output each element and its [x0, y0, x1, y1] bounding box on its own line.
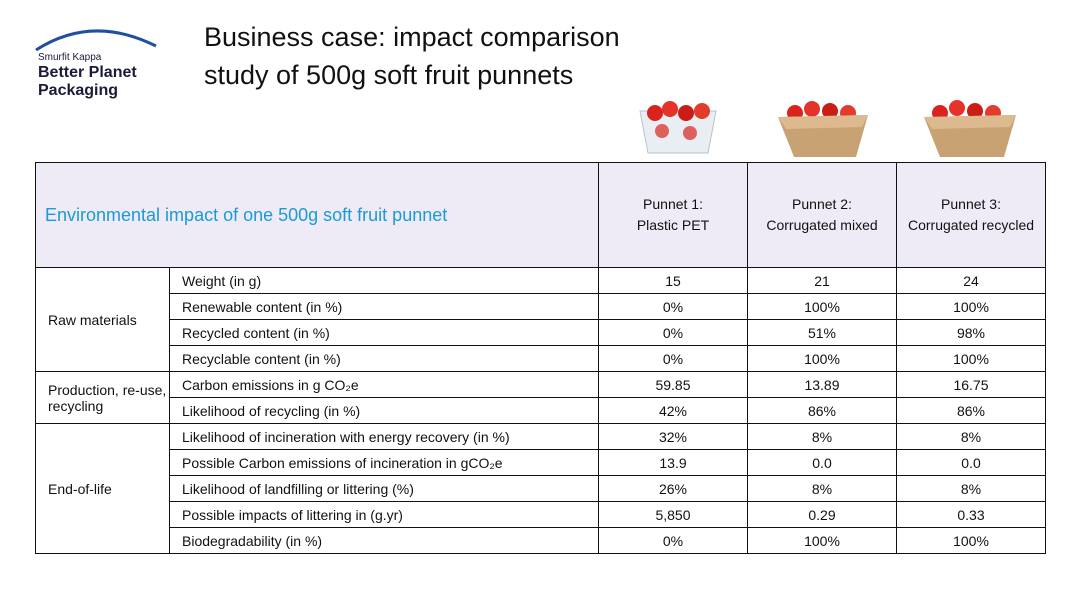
metric-label: Recyclable content (in %): [169, 345, 599, 372]
logo: Smurfit Kappa Better Planet Packaging: [30, 22, 170, 102]
column-header-line: Punnet 3:: [941, 196, 1001, 212]
logo-brand: Smurfit Kappa: [38, 52, 102, 63]
plastic-punnet: [639, 101, 717, 154]
data-row: Possible impacts of littering in (g.yr) 5…: [36, 501, 1046, 528]
column-header: Punnet 1: Plastic PET: [598, 162, 748, 268]
metric-label: Possible impacts of littering in (g.yr): [169, 501, 599, 528]
value-cell: 13.9: [598, 449, 748, 476]
value-cell: 100%: [747, 293, 897, 320]
group-label: End-of-life: [35, 423, 170, 554]
data-row: Likelihood of landfilling or littering (…: [36, 475, 1046, 502]
group-label: Production, re-use, recycling: [35, 371, 170, 424]
metric-label: Renewable content (in %): [169, 293, 599, 320]
title: Business case: impact comparison study o…: [204, 18, 620, 94]
metric-label: Biodegradability (in %): [169, 527, 599, 554]
value-cell: 24: [896, 267, 1046, 294]
data-row: Raw materials Weight (in g) 15 21 24: [35, 267, 1046, 372]
metric-label: Recycled content (in %): [169, 319, 599, 346]
value-cell: 100%: [896, 527, 1046, 554]
value-cell: 86%: [896, 397, 1046, 424]
value-cell: 26%: [598, 475, 748, 502]
logo-line: Packaging: [38, 82, 119, 99]
value-cell: 98%: [896, 319, 1046, 346]
value-cell: 0.29: [747, 501, 897, 528]
value-cell: 0%: [598, 319, 748, 346]
data-row: Renewable content (in %) 0% 100% 100%: [36, 293, 1046, 320]
metric-label: Carbon emissions in g CO₂e: [169, 371, 599, 398]
header-row: Environmental impact of one 500g soft fr…: [35, 162, 1046, 268]
column-header-line: Corrugated mixed: [766, 217, 878, 233]
value-cell: 86%: [747, 397, 897, 424]
group-label: Raw materials: [35, 267, 170, 372]
data-row: End-of-life Likelihood of incineration wi…: [35, 423, 1046, 554]
metric-label: Likelihood of landfilling or littering (…: [169, 475, 599, 502]
value-cell: 0%: [598, 345, 748, 372]
value-cell: 100%: [747, 527, 897, 554]
value-cell: 42%: [598, 397, 748, 424]
impact-table: Environmental impact of one 500g soft fr…: [35, 162, 1046, 554]
metric-label: Possible Carbon emissions of incineratio…: [169, 449, 599, 476]
data-row: Likelihood of recycling (in %) 42% 86% 86%: [36, 397, 1046, 424]
corrugated-punnet: [778, 101, 868, 157]
column-header-line: Corrugated recycled: [907, 217, 1035, 233]
value-cell: 0%: [598, 527, 748, 554]
logo-line: Better Planet: [38, 64, 137, 81]
table-caption: Environmental impact of one 500g soft fr…: [35, 162, 599, 268]
column-header-line: Punnet 1:: [643, 196, 703, 212]
value-cell: 100%: [896, 345, 1046, 372]
value-cell: 8%: [747, 423, 897, 450]
data-row: Production, re-use, recycling Carbon emis…: [35, 371, 1046, 424]
logo-arc: [35, 29, 157, 52]
data-row: Possible Carbon emissions of incineratio…: [36, 449, 1046, 476]
value-cell: 0.0: [747, 449, 897, 476]
column-header: Punnet 2: Corrugated mixed: [747, 162, 897, 268]
value-cell: 8%: [896, 475, 1046, 502]
value-cell: 0.33: [896, 501, 1046, 528]
value-cell: 5,850: [598, 501, 748, 528]
corrugated-punnet: [924, 100, 1016, 157]
value-cell: 32%: [598, 423, 748, 450]
value-cell: 100%: [896, 293, 1046, 320]
value-cell: 0%: [598, 293, 748, 320]
value-cell: 8%: [896, 423, 1046, 450]
title-line: Business case: impact comparison: [204, 22, 620, 52]
value-cell: 51%: [747, 319, 897, 346]
value-cell: 13.89: [747, 371, 897, 398]
title-line: study of 500g soft fruit punnets: [204, 60, 574, 90]
value-cell: 100%: [747, 345, 897, 372]
metric-label: Weight (in g): [169, 267, 599, 294]
column-header: Punnet 3: Corrugated recycled: [896, 162, 1046, 268]
data-row: Recycled content (in %) 0% 51% 98%: [36, 319, 1046, 346]
value-cell: 15: [598, 267, 748, 294]
data-row: Biodegradability (in %) 0% 100% 100%: [36, 527, 1046, 554]
value-cell: 21: [747, 267, 897, 294]
column-header-line: Punnet 2:: [792, 196, 852, 212]
data-row: Recyclable content (in %) 0% 100% 100%: [36, 345, 1046, 372]
value-cell: 8%: [747, 475, 897, 502]
value-cell: 0.0: [896, 449, 1046, 476]
column-header-line: Plastic PET: [636, 217, 710, 233]
product-images: [639, 100, 1016, 157]
value-cell: 59.85: [598, 371, 748, 398]
metric-label: Likelihood of recycling (in %): [169, 397, 599, 424]
metric-label: Likelihood of incineration with energy r…: [169, 423, 599, 450]
value-cell: 16.75: [896, 371, 1046, 398]
